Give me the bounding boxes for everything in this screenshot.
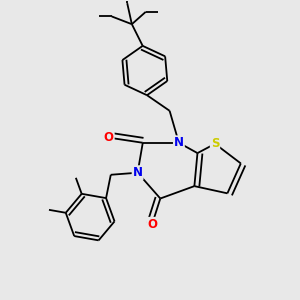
- Text: N: N: [133, 166, 142, 179]
- Text: S: S: [211, 137, 219, 150]
- Text: O: O: [104, 131, 114, 144]
- Text: O: O: [147, 218, 157, 231]
- Text: N: N: [174, 136, 184, 149]
